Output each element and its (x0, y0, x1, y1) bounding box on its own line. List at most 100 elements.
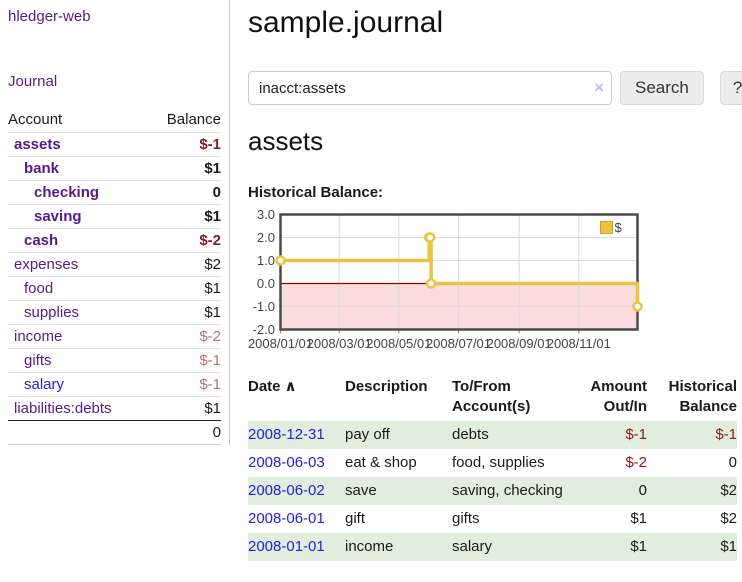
search-input[interactable] (248, 71, 612, 105)
transaction-balance: $2 (720, 482, 737, 499)
register-col-balance: Historical Balance (668, 378, 737, 415)
data-point-marker (424, 232, 436, 243)
y-tick-label: 1.0 (256, 252, 275, 268)
account-balance: $1 (147, 276, 221, 301)
register-table: Date ∧ Description To/From Account(s) Amo… (248, 375, 737, 561)
account-balance: $-1 (147, 372, 221, 397)
account-row-cash: cash $-2 (8, 228, 221, 253)
page-title: sample.journal (248, 6, 444, 39)
account-balance: $-2 (147, 324, 221, 349)
account-link-supplies[interactable]: supplies (24, 304, 80, 321)
account-row-saving: saving $1 (8, 204, 221, 229)
transaction-description: income (345, 538, 394, 555)
register-col-date[interactable]: Date ∧ (248, 378, 297, 395)
transaction-date-link[interactable]: 2008-12-31 (248, 426, 325, 443)
clear-search-icon[interactable]: × (594, 78, 604, 97)
transaction-balance: $-1 (715, 426, 737, 443)
account-link-liabilities-debts[interactable]: liabilities:debts (14, 400, 112, 417)
plot-border (279, 213, 639, 331)
account-link-expenses[interactable]: expenses (14, 256, 79, 273)
account-row-assets: assets $-1 (8, 132, 221, 157)
data-point-marker (425, 278, 437, 289)
transaction-balance: 0 (728, 454, 737, 471)
transaction-date-link[interactable]: 2008-06-01 (248, 510, 325, 527)
account-link-assets[interactable]: assets (14, 136, 61, 153)
account-row-expenses: expenses $2 (8, 252, 221, 277)
register-col-description: Description (345, 378, 428, 395)
register-row: 2008-01-01 income salary $1 $1 (248, 533, 737, 561)
x-tick-label: 2008/07/01 (425, 335, 492, 351)
account-balance: $1 (147, 300, 221, 325)
transaction-amount: $1 (630, 510, 647, 527)
transaction-amount: 0 (638, 482, 647, 499)
account-link-cash[interactable]: cash (24, 232, 59, 249)
account-row-liabilities-debts: liabilities:debts $1 (8, 396, 221, 421)
transaction-date-link[interactable]: 2008-01-01 (248, 538, 325, 555)
x-tick-label: 2008/09/01 (486, 335, 552, 351)
register-row: 2008-06-01 gift gifts $1 $2 (248, 505, 737, 533)
y-tick-label: -2.0 (252, 321, 275, 337)
account-row-food: food $1 (8, 276, 221, 301)
account-row-checking: checking 0 (8, 180, 221, 205)
legend-swatch (599, 220, 613, 234)
register-header-row: Date ∧ Description To/From Account(s) Amo… (248, 375, 737, 421)
sidebar: hledger-web Journal Account Balance asse… (0, 0, 230, 445)
historical-balance-chart[interactable]: 3.0 2.0 1.0 0.0 -1.0 -2.0 2008/01/01 2008/03/01… (248, 206, 708, 351)
accounts-total-value: 0 (147, 420, 221, 445)
transaction-accounts: gifts (452, 510, 480, 527)
account-row-gifts: gifts $-1 (8, 348, 221, 373)
account-balance: $1 (147, 396, 221, 421)
transaction-balance: $2 (720, 510, 737, 527)
search-help-button[interactable]: ? (719, 71, 742, 105)
transaction-description: eat & shop (345, 454, 417, 471)
y-tick-label: 2.0 (256, 229, 275, 245)
transaction-description: pay off (345, 426, 390, 443)
chart-legend: $ (597, 218, 624, 236)
account-row-bank: bank $1 (8, 156, 221, 181)
transaction-description: gift (345, 510, 366, 527)
y-tick-label: -1.0 (252, 298, 275, 314)
search-form: × Search ? (248, 71, 742, 105)
x-tick-label: 2008/03/01 (306, 335, 372, 351)
account-heading: assets (248, 126, 324, 156)
account-balance: $1 (147, 156, 221, 181)
data-point-marker (275, 255, 286, 266)
main-content: sample.journal × Search ? assets Histori… (230, 0, 742, 561)
sort-ascending-icon: ∧ (284, 378, 297, 395)
app-brand-link[interactable]: hledger-web (8, 8, 91, 25)
sidebar-item-journal[interactable]: Journal (8, 73, 58, 90)
account-balance: $2 (147, 252, 221, 277)
y-tick-label: 0.0 (256, 275, 275, 291)
chart-title: Historical Balance: (248, 184, 384, 201)
transaction-balance: $1 (720, 538, 737, 555)
account-link-income[interactable]: income (14, 328, 63, 345)
search-button[interactable]: Search (620, 71, 704, 105)
transaction-date-link[interactable]: 2008-06-02 (248, 482, 325, 499)
chart-canvas[interactable] (275, 212, 643, 336)
x-tick-label: 2008/11/01 (546, 335, 611, 351)
account-link-bank[interactable]: bank (24, 160, 60, 177)
data-point-marker (632, 301, 643, 312)
transaction-description: save (345, 482, 377, 499)
account-link-checking[interactable]: checking (34, 184, 100, 201)
legend-label: $ (614, 219, 622, 235)
register-row: 2008-06-02 save saving, checking 0 $2 (248, 477, 737, 505)
account-row-salary: salary $-1 (8, 372, 221, 397)
account-link-gifts[interactable]: gifts (24, 352, 52, 369)
transaction-amount: $-1 (625, 426, 647, 443)
accounts-col-balance: Balance (166, 111, 221, 128)
account-link-food[interactable]: food (24, 280, 54, 297)
transaction-accounts: debts (452, 426, 489, 443)
account-balance: $-1 (147, 132, 221, 157)
accounts-table: Account Balance assets $-1 bank $1 check… (8, 108, 221, 445)
transaction-accounts: salary (452, 538, 493, 555)
y-tick-label: 3.0 (256, 206, 275, 222)
transaction-date-link[interactable]: 2008-06-03 (248, 454, 325, 471)
register-row: 2008-06-03 eat & shop food, supplies $-2… (248, 449, 737, 477)
x-tick-label: 2008/01/01 (247, 335, 314, 351)
account-link-saving[interactable]: saving (34, 208, 82, 225)
accounts-header-row: Account Balance (8, 108, 221, 133)
account-balance: 0 (147, 180, 221, 205)
account-row-supplies: supplies $1 (8, 300, 221, 325)
account-link-salary[interactable]: salary (24, 376, 65, 393)
